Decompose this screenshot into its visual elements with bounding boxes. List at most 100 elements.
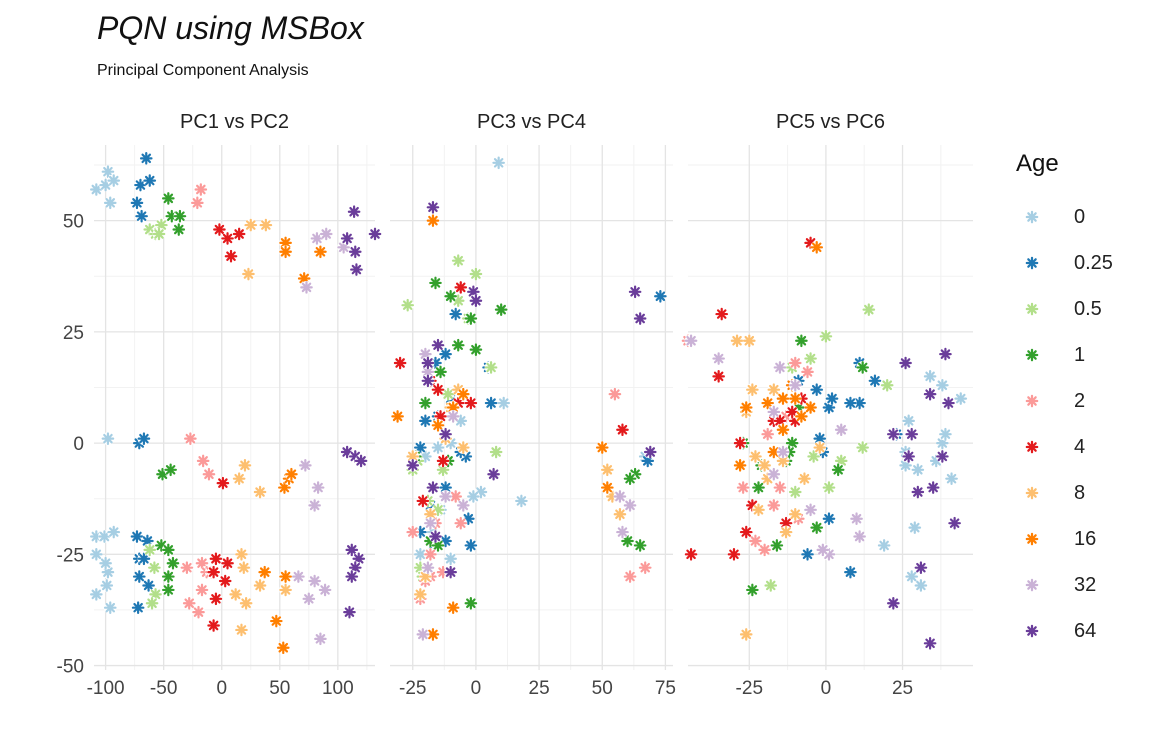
y-tick-label: 50	[63, 212, 84, 233]
data-point	[311, 481, 325, 494]
x-tick-label: 50	[269, 678, 290, 699]
data-point	[466, 285, 480, 299]
data-point	[739, 628, 753, 641]
x-tick-label: -25	[736, 678, 763, 699]
data-point	[464, 539, 478, 552]
data-point	[844, 565, 857, 579]
data-point	[421, 356, 435, 370]
data-point	[244, 218, 258, 232]
data-point	[190, 196, 204, 210]
data-point	[235, 547, 248, 561]
data-point	[466, 490, 480, 503]
data-point	[484, 396, 498, 410]
x-tick-label: 0	[471, 678, 482, 699]
data-point	[804, 352, 817, 365]
data-point	[439, 347, 452, 361]
data-point	[354, 454, 368, 468]
data-point	[905, 427, 919, 441]
data-point	[816, 543, 830, 557]
data-point	[456, 387, 470, 401]
data-point	[446, 401, 460, 414]
data-point	[810, 383, 824, 397]
data-point	[166, 556, 180, 570]
data-point	[431, 418, 445, 432]
data-point	[424, 516, 437, 530]
data-point	[945, 472, 958, 486]
data-point	[715, 307, 729, 321]
data-point	[259, 218, 273, 232]
data-point	[195, 583, 209, 597]
data-point	[444, 565, 458, 579]
data-point	[767, 383, 781, 397]
data-point	[487, 467, 500, 481]
data-point	[207, 565, 220, 579]
data-point	[142, 579, 155, 592]
x-tick-label: 50	[592, 678, 613, 699]
data-point	[745, 583, 759, 597]
data-point	[454, 280, 468, 294]
data-point	[192, 605, 205, 619]
data-point	[314, 632, 327, 646]
legend-item: 8	[1016, 470, 1113, 516]
data-point	[416, 494, 430, 508]
data-point	[850, 512, 863, 526]
data-point	[182, 596, 196, 610]
data-point	[923, 387, 937, 401]
data-point	[807, 450, 821, 463]
data-point	[298, 458, 312, 472]
data-point	[454, 516, 468, 530]
legend-key-icon	[1024, 531, 1040, 547]
chart-subtitle: Principal Component Analysis	[97, 62, 309, 79]
data-point	[439, 490, 452, 503]
data-point	[825, 392, 839, 406]
data-point	[253, 485, 267, 499]
data-point	[923, 369, 937, 383]
data-point	[788, 507, 802, 521]
data-point	[429, 276, 442, 290]
data-point	[514, 494, 528, 508]
data-point	[413, 547, 427, 561]
data-point	[788, 356, 802, 370]
data-point	[638, 561, 652, 575]
data-point	[242, 267, 255, 281]
panel-title: PC5 vs PC6	[776, 111, 885, 133]
data-point	[232, 472, 246, 486]
data-point	[89, 547, 103, 561]
data-point	[209, 592, 223, 606]
data-point	[308, 498, 322, 512]
legend-key-icon	[1024, 347, 1040, 363]
data-point	[253, 579, 267, 592]
data-point	[164, 463, 178, 477]
data-point	[209, 552, 223, 566]
legend-label: 16	[1074, 527, 1097, 550]
data-point	[221, 232, 234, 245]
data-point	[801, 547, 814, 561]
data-point	[1025, 532, 1039, 546]
data-point	[776, 445, 790, 459]
data-point	[291, 570, 305, 583]
legend-item: 32	[1016, 562, 1113, 608]
data-point	[444, 552, 458, 566]
data-point	[813, 441, 827, 454]
data-point	[269, 614, 283, 628]
data-point	[279, 570, 292, 583]
data-point	[464, 396, 478, 410]
data-point	[431, 338, 445, 352]
data-point	[147, 561, 161, 575]
legend-key-icon	[1024, 485, 1040, 501]
data-point	[742, 334, 756, 348]
legend-label: 2	[1074, 389, 1086, 412]
data-point	[489, 445, 503, 459]
data-point	[347, 205, 361, 219]
data-point	[451, 254, 465, 268]
data-point	[822, 512, 836, 526]
data-point	[426, 628, 440, 641]
data-point	[314, 245, 327, 259]
data-point	[712, 369, 726, 383]
data-point	[653, 289, 667, 303]
data-point	[819, 329, 833, 343]
data-point	[418, 396, 432, 410]
data-point	[89, 587, 103, 601]
data-point	[853, 530, 867, 543]
data-point	[279, 245, 292, 259]
